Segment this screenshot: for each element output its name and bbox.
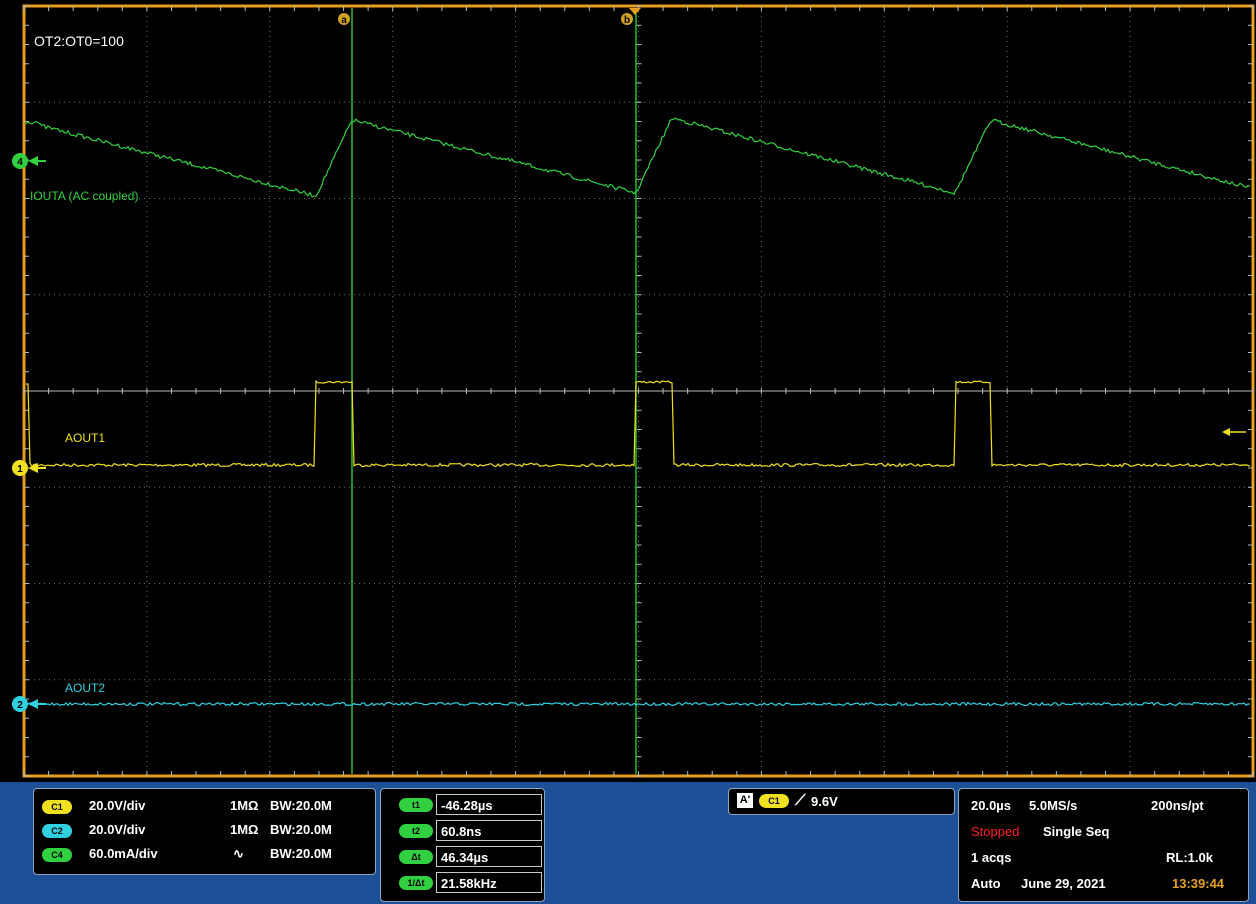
ch2-pill[interactable]: C2	[42, 824, 72, 838]
ch2-marker-icon	[12, 696, 28, 712]
ch1-label: AOUT1	[65, 431, 105, 445]
delta-t-pill: Δt	[399, 850, 433, 864]
ch2-bandwidth: BW:20.0M	[270, 822, 332, 837]
ch1-coupling: 1MΩ	[230, 798, 259, 813]
ch4-marker-icon	[12, 153, 28, 169]
ch1-pill[interactable]: C1	[42, 800, 72, 814]
acq-mode: Single Seq	[1043, 824, 1110, 839]
timebase: 20.0µs	[971, 798, 1012, 813]
ch2-coupling: 1MΩ	[230, 822, 259, 837]
grid-lines	[23, 5, 1254, 777]
status-bar: C1 20.0V/div 1MΩ BW:20.0M C2 20.0V/div 1…	[0, 782, 1256, 904]
t2-value: 60.8ns	[436, 820, 542, 841]
ch1-marker-text: 1	[17, 464, 23, 475]
sample-rate: 5.0MS/s	[1029, 798, 1078, 813]
trigger-level: 9.6V	[811, 794, 838, 809]
ch2-waveform	[25, 701, 1251, 707]
t2-pill: t2	[399, 824, 433, 838]
time: 13:39:44	[1172, 876, 1225, 891]
cursor-b-label: b	[624, 15, 630, 26]
date: June 29, 2021	[1021, 876, 1106, 891]
trigger-panel[interactable]: A' C1 ⟋ 9.6V	[728, 788, 955, 815]
delta-t-value: 46.34µs	[436, 846, 542, 867]
trigger-source-pill: C1	[759, 794, 789, 808]
trigger-mode-badge: A'	[737, 793, 753, 808]
ch4-marker-text: 4	[17, 157, 23, 168]
cursor-readout-panel[interactable]: t1 -46.28µs t2 60.8ns Δt 46.34µs 1/Δt 21…	[380, 788, 545, 902]
vertical-settings-panel[interactable]: C1 20.0V/div 1MΩ BW:20.0M C2 20.0V/div 1…	[33, 788, 376, 875]
ch1-waveform	[26, 379, 1251, 468]
ch1-bandwidth: BW:20.0M	[270, 798, 332, 813]
cursor-a-label: a	[341, 15, 347, 26]
ch2-label: AOUT2	[65, 681, 105, 695]
inv-delta-t-value: 21.58kHz	[436, 872, 542, 893]
trigger-level-arrow-icon	[1222, 428, 1230, 436]
t1-pill: t1	[399, 798, 433, 812]
t1-value: -46.28µs	[436, 794, 542, 815]
trigger-mode: Auto	[971, 876, 1001, 891]
ch1-scale: 20.0V/div	[89, 798, 146, 813]
trigger-position-icon	[629, 8, 641, 15]
ch1-marker-icon	[12, 460, 28, 476]
resolution: 200ns/pt	[1151, 798, 1204, 813]
cursor-b-handle	[621, 13, 633, 25]
trigger-slope-icon: ⟋	[795, 792, 806, 809]
cursor-a-handle	[338, 13, 350, 25]
ch4-pill[interactable]: C4	[42, 848, 72, 862]
ch2-marker-text: 2	[17, 700, 23, 711]
ch4-coupling-icon: ∿	[233, 846, 244, 861]
record-length: RL:1.0k	[1166, 850, 1213, 865]
acquisition-panel[interactable]: 20.0µs 5.0MS/s 200ns/pt Stopped Single S…	[958, 788, 1249, 902]
ch4-scale: 60.0mA/div	[89, 846, 158, 861]
inv-delta-t-pill: 1/Δt	[399, 876, 433, 890]
acq-count: 1 acqs	[971, 850, 1012, 865]
waveform-graticule[interactable]: a b OT2:OT0=100 IOUTA (AC coupled) AOUT1…	[0, 0, 1256, 782]
ch4-label: IOUTA (AC coupled)	[30, 189, 138, 203]
ch2-scale: 20.0V/div	[89, 822, 146, 837]
annotation-text: OT2:OT0=100	[34, 33, 124, 49]
acq-state: Stopped	[971, 824, 1020, 839]
ch4-waveform	[25, 117, 1251, 198]
ch4-bandwidth: BW:20.0M	[270, 846, 332, 861]
